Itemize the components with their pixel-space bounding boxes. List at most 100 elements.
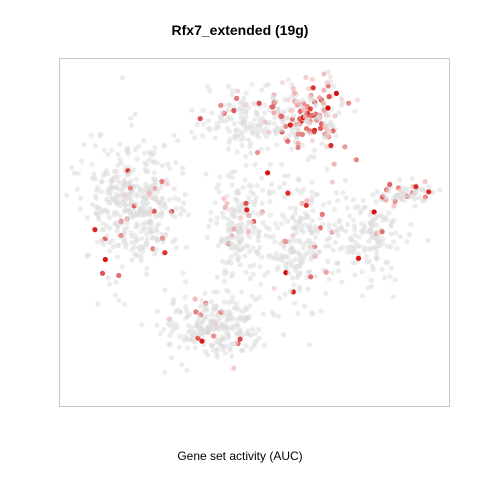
point [255, 249, 261, 255]
point [260, 220, 266, 226]
point [394, 246, 400, 252]
point [108, 185, 114, 191]
point [351, 249, 357, 256]
point [121, 197, 127, 203]
point [216, 189, 222, 195]
point [157, 331, 164, 337]
point [237, 215, 243, 221]
point [149, 152, 155, 158]
point [352, 227, 358, 233]
point [112, 221, 118, 227]
point [266, 129, 272, 135]
point [374, 189, 380, 195]
point [338, 96, 345, 102]
point [189, 336, 195, 343]
point [199, 133, 206, 139]
point [282, 214, 288, 221]
point [117, 141, 123, 148]
point [137, 188, 143, 194]
point [234, 95, 240, 101]
point [326, 226, 333, 233]
point [213, 220, 219, 226]
point [266, 226, 272, 232]
point [251, 343, 257, 349]
point [263, 126, 269, 132]
plot-frame [59, 58, 450, 407]
point [221, 196, 227, 202]
point [228, 317, 234, 323]
point [128, 122, 135, 128]
point [339, 279, 345, 285]
point [85, 252, 91, 258]
point [248, 121, 254, 127]
point [84, 215, 91, 221]
point [352, 108, 358, 114]
point [113, 279, 119, 285]
point [225, 332, 231, 338]
point [235, 257, 241, 263]
point [74, 186, 80, 192]
point [227, 310, 234, 316]
point [128, 178, 134, 184]
point [100, 220, 106, 226]
point [346, 100, 352, 106]
point [312, 103, 318, 109]
point [324, 237, 330, 243]
point [259, 175, 265, 181]
point [144, 231, 150, 237]
point [203, 302, 209, 308]
point [326, 94, 332, 100]
point [298, 252, 304, 258]
point [289, 146, 295, 152]
point [223, 287, 230, 293]
point [263, 83, 269, 89]
point [183, 304, 189, 310]
point [213, 313, 219, 319]
point [292, 300, 298, 306]
point [271, 120, 278, 127]
point [287, 288, 293, 294]
point [179, 362, 185, 368]
point [122, 202, 128, 208]
point [309, 179, 315, 185]
point [127, 185, 133, 191]
point [154, 308, 160, 314]
point [98, 131, 104, 137]
point [159, 162, 166, 169]
point [397, 234, 403, 240]
point [124, 147, 130, 153]
point [247, 303, 253, 309]
point [89, 161, 95, 167]
point [350, 197, 356, 203]
point [294, 275, 300, 281]
point [192, 345, 198, 351]
point [388, 231, 394, 237]
point [161, 143, 167, 149]
point [359, 269, 365, 275]
point [274, 225, 281, 231]
point [294, 125, 300, 131]
point [150, 235, 156, 241]
point [91, 172, 97, 178]
point [158, 185, 164, 191]
point [185, 345, 191, 351]
point [275, 264, 281, 270]
point [385, 188, 391, 194]
point [281, 332, 287, 338]
point [180, 270, 186, 276]
point [237, 236, 243, 242]
point [246, 195, 252, 201]
point [275, 313, 281, 319]
point [256, 326, 262, 332]
point [212, 135, 218, 141]
point [108, 179, 114, 185]
point [212, 325, 218, 331]
point [344, 205, 351, 211]
point [351, 223, 357, 229]
point [298, 227, 304, 233]
point [128, 169, 134, 175]
point [250, 271, 256, 277]
point [81, 141, 87, 148]
point [170, 301, 176, 307]
point [166, 316, 172, 322]
